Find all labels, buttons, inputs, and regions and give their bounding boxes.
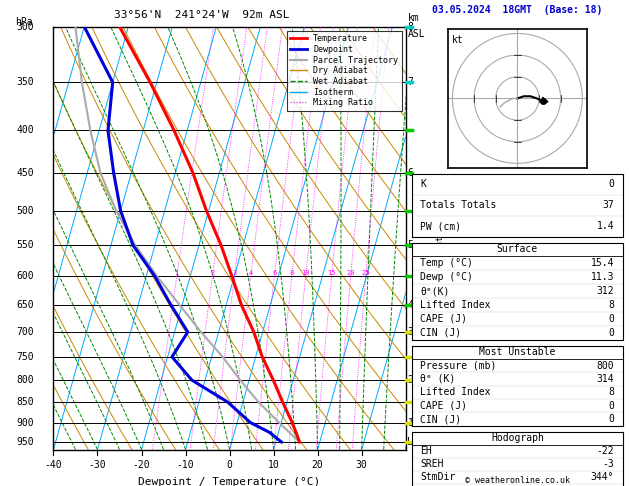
Text: 7: 7: [408, 77, 413, 87]
Text: 8: 8: [608, 387, 615, 398]
Text: 3: 3: [408, 327, 413, 337]
Text: 1: 1: [175, 271, 179, 277]
Text: -10: -10: [177, 460, 194, 470]
Text: EH: EH: [420, 446, 432, 456]
Text: 950: 950: [16, 437, 34, 447]
Text: 1: 1: [408, 417, 413, 428]
Text: 15.4: 15.4: [591, 259, 615, 268]
Text: 10: 10: [301, 271, 310, 277]
Text: CAPE (J): CAPE (J): [420, 400, 467, 411]
Text: Hodograph: Hodograph: [491, 433, 544, 443]
Text: StmDir: StmDir: [420, 472, 455, 483]
Text: 0: 0: [608, 314, 615, 324]
Text: CAPE (J): CAPE (J): [420, 314, 467, 324]
Text: 30: 30: [356, 460, 367, 470]
Text: -22: -22: [597, 446, 615, 456]
Text: 0: 0: [608, 328, 615, 338]
Text: LCL: LCL: [408, 437, 425, 447]
Text: kt: kt: [452, 35, 464, 45]
Text: θᵉ(K): θᵉ(K): [420, 286, 450, 296]
Text: Pressure (mb): Pressure (mb): [420, 361, 497, 371]
Text: Surface: Surface: [497, 244, 538, 255]
Text: -20: -20: [133, 460, 150, 470]
Text: 450: 450: [16, 168, 34, 178]
Text: 4: 4: [248, 271, 253, 277]
Text: -40: -40: [45, 460, 62, 470]
Text: 750: 750: [16, 352, 34, 362]
Text: 33°56'N  241°24'W  92m ASL: 33°56'N 241°24'W 92m ASL: [114, 10, 289, 20]
Text: 350: 350: [16, 77, 34, 87]
Text: Temp (°C): Temp (°C): [420, 259, 473, 268]
Text: Lifted Index: Lifted Index: [420, 387, 491, 398]
Text: 0: 0: [226, 460, 233, 470]
Text: 11.3: 11.3: [591, 272, 615, 282]
Text: 1.4: 1.4: [597, 221, 615, 231]
Legend: Temperature, Dewpoint, Parcel Trajectory, Dry Adiabat, Wet Adiabat, Isotherm, Mi: Temperature, Dewpoint, Parcel Trajectory…: [287, 31, 401, 110]
Text: 37: 37: [603, 200, 615, 210]
Text: 850: 850: [16, 397, 34, 407]
Text: 3: 3: [232, 271, 237, 277]
Text: © weatheronline.co.uk: © weatheronline.co.uk: [465, 476, 570, 485]
Text: 10: 10: [268, 460, 279, 470]
Text: 25: 25: [362, 271, 370, 277]
Text: K: K: [420, 179, 426, 189]
Text: 600: 600: [16, 272, 34, 281]
Text: 5: 5: [408, 240, 413, 250]
Text: Dewpoint / Temperature (°C): Dewpoint / Temperature (°C): [138, 477, 321, 486]
Text: θᵉ (K): θᵉ (K): [420, 374, 455, 384]
Text: 300: 300: [16, 22, 34, 32]
Text: 0: 0: [608, 179, 615, 189]
Text: 4: 4: [408, 300, 413, 311]
Text: 8: 8: [608, 300, 615, 310]
Text: 0: 0: [608, 400, 615, 411]
Text: PW (cm): PW (cm): [420, 221, 462, 231]
Text: km: km: [408, 13, 419, 22]
Text: 20: 20: [312, 460, 323, 470]
Text: 20: 20: [347, 271, 355, 277]
Text: 700: 700: [16, 327, 34, 337]
Text: 500: 500: [16, 206, 34, 216]
Text: 8: 8: [290, 271, 294, 277]
Text: 550: 550: [16, 240, 34, 250]
Text: CIN (J): CIN (J): [420, 414, 462, 424]
Text: 344°: 344°: [591, 472, 615, 483]
Text: 650: 650: [16, 300, 34, 311]
Text: 6: 6: [408, 168, 413, 178]
Text: 15: 15: [327, 271, 336, 277]
Text: hPa: hPa: [14, 17, 32, 27]
Text: 03.05.2024  18GMT  (Base: 18): 03.05.2024 18GMT (Base: 18): [432, 4, 603, 15]
Text: 8: 8: [408, 22, 413, 32]
Text: Lifted Index: Lifted Index: [420, 300, 491, 310]
Text: SREH: SREH: [420, 459, 444, 469]
Text: 2: 2: [408, 375, 413, 385]
Text: Most Unstable: Most Unstable: [479, 347, 555, 357]
Text: 400: 400: [16, 125, 34, 136]
Text: 312: 312: [597, 286, 615, 296]
Text: 800: 800: [597, 361, 615, 371]
Text: -30: -30: [89, 460, 106, 470]
Text: -3: -3: [603, 459, 615, 469]
Text: 2: 2: [210, 271, 214, 277]
Text: 900: 900: [16, 417, 34, 428]
Text: Dewp (°C): Dewp (°C): [420, 272, 473, 282]
Text: CIN (J): CIN (J): [420, 328, 462, 338]
Text: 6: 6: [272, 271, 277, 277]
Text: 314: 314: [597, 374, 615, 384]
Text: ASL: ASL: [408, 30, 425, 39]
Text: 800: 800: [16, 375, 34, 385]
Text: 0: 0: [608, 414, 615, 424]
Text: Mixing Ratio (g/kg): Mixing Ratio (g/kg): [437, 191, 445, 286]
Text: Totals Totals: Totals Totals: [420, 200, 497, 210]
